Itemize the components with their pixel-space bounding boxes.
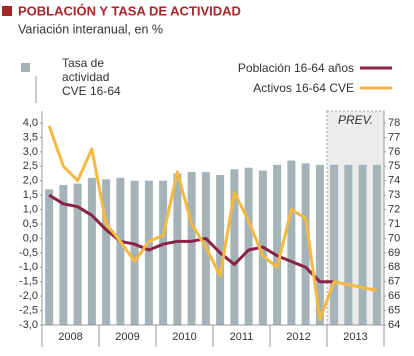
y-tick-label: 1,0 (23, 203, 38, 215)
bar (144, 180, 153, 325)
x-tick-label: 2009 (115, 331, 139, 343)
y-tick-label: 4,0 (23, 117, 38, 129)
annotation: PREV. (338, 113, 373, 127)
chart-subtitle: Variación interanual, en % (18, 22, 163, 36)
y-tick-label: 0,0 (23, 232, 38, 244)
bar (45, 189, 54, 325)
legend-label: Tasa de actividad CVE 16-64 (62, 56, 121, 98)
bar (230, 169, 239, 325)
bar (315, 164, 324, 325)
chart-title: POBLACIÓN Y TASA DE ACTIVIDAD (18, 3, 241, 18)
x-tick-label: 2013 (343, 331, 367, 343)
y2-tick-label: 64 (388, 319, 400, 331)
y2-tick-label: 72 (388, 203, 400, 215)
bar (159, 180, 168, 325)
y2-tick-label: 69 (388, 247, 400, 259)
bar (372, 164, 381, 325)
y2-tick-label: 71 (388, 218, 400, 230)
y2-tick-label: 68 (388, 261, 400, 273)
x-tick-label: 2010 (172, 331, 196, 343)
bar (287, 160, 296, 325)
bar (273, 164, 282, 325)
title-marker (2, 6, 12, 16)
x-tick-label: 2008 (58, 331, 82, 343)
legend-label: Población 16-64 años (237, 61, 354, 75)
y2-tick-label: 77 (388, 131, 400, 143)
bar (330, 164, 339, 325)
bar (73, 183, 82, 325)
y-tick-label: -2,5 (19, 304, 38, 316)
y-tick-label: 2,5 (23, 160, 38, 172)
bar (102, 179, 111, 325)
y2-tick-label: 65 (388, 304, 400, 316)
x-tick-label: 2011 (230, 331, 254, 343)
y-tick-label: 2,0 (23, 175, 38, 187)
bar (358, 164, 367, 325)
y2-tick-label: 66 (388, 290, 400, 302)
bar (344, 164, 353, 325)
y-tick-label: -0,5 (19, 247, 38, 259)
y2-tick-label: 70 (388, 232, 400, 244)
y-tick-label: -1,0 (19, 261, 38, 273)
y-tick-label: -3,0 (19, 319, 38, 331)
y2-tick-label: 74 (388, 175, 400, 187)
y2-tick-label: 73 (388, 189, 400, 201)
bar (116, 177, 125, 325)
y-tick-label: 0,5 (23, 218, 38, 230)
bar (187, 172, 196, 325)
bar (59, 185, 68, 325)
line (47, 125, 378, 321)
y2-tick-label: 78 (388, 117, 400, 129)
bar (130, 180, 139, 325)
y2-tick-label: 67 (388, 276, 400, 288)
x-tick-label: 2012 (286, 331, 310, 343)
y2-tick-label: 76 (388, 146, 400, 158)
bar (301, 163, 310, 325)
line (48, 193, 335, 284)
y-tick-label: 1,5 (23, 189, 38, 201)
y-tick-label: -1,5 (19, 276, 38, 288)
bar (216, 174, 225, 325)
bar (173, 173, 182, 325)
bar (244, 167, 253, 325)
legend-label: Activos 16-64 CVE (253, 81, 354, 95)
legend-swatch (21, 63, 30, 72)
y-tick-label: 3,0 (23, 146, 38, 158)
bar (87, 177, 96, 325)
y2-tick-label: 75 (388, 160, 400, 172)
y-tick-label: -2,0 (19, 290, 38, 302)
y-tick-label: 3,5 (23, 131, 38, 143)
